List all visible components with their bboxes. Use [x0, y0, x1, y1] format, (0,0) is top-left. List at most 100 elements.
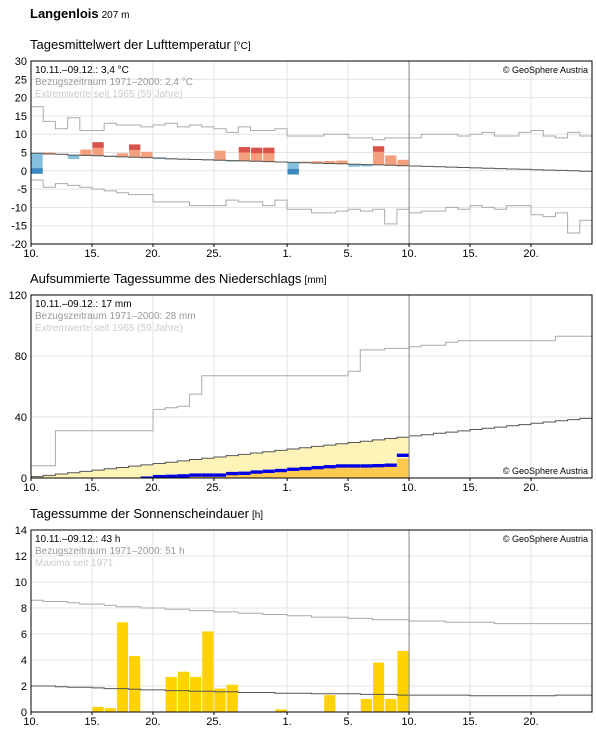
precip-fill-bar — [311, 467, 324, 478]
sunshine-bar — [397, 650, 409, 712]
x-tick-label: 20. — [145, 248, 160, 260]
y-tick-label: 0 — [21, 707, 27, 719]
y-tick-label: 40 — [15, 412, 27, 424]
temp-reference-line — [31, 152, 592, 172]
y-tick-label: 6 — [21, 629, 27, 641]
plot-frame — [30, 529, 593, 713]
y-tick-label: 0 — [21, 166, 27, 178]
y-tick-label: 30 — [15, 56, 27, 68]
x-tick-label: 15. — [84, 482, 99, 494]
sunshine-bar — [165, 676, 177, 712]
sunshine-bar — [116, 622, 129, 712]
precip-actual-step — [335, 464, 349, 468]
precip-actual-step — [372, 463, 385, 468]
precip-actual-step — [165, 474, 178, 478]
precip-fill-bar — [360, 465, 373, 478]
sunshine-bar — [190, 676, 202, 712]
sunshine-bar — [177, 671, 190, 712]
y-tick-label: 25 — [15, 74, 27, 86]
temp-extreme-cap — [287, 168, 299, 175]
x-tick-label: 25. — [206, 716, 221, 728]
station-header: Langenlois 207 m — [30, 6, 129, 21]
x-tick-label: 20. — [145, 482, 160, 494]
y-tick-label: 10 — [15, 577, 27, 589]
sunshine-bar — [372, 662, 385, 712]
temp-anomaly-bar — [360, 164, 372, 167]
temp-anomaly-bar — [348, 164, 360, 167]
precip-actual-step — [274, 468, 288, 473]
y-tick-label: -5 — [17, 184, 27, 196]
x-tick-label: 5. — [343, 248, 352, 260]
sunshine-bar — [226, 684, 238, 712]
temp-anomaly-bar — [214, 150, 226, 161]
info-extremes: Maxima seit 1971 — [35, 558, 114, 569]
precip-reference-band — [177, 460, 190, 478]
y-tick-label: 12 — [15, 551, 27, 563]
temp-anomaly-bar — [299, 161, 311, 163]
y-tick-label: 14 — [15, 525, 27, 537]
sunshine-bar — [202, 631, 214, 712]
sunshine-bar — [385, 699, 397, 712]
sunshine-bar — [324, 695, 336, 712]
y-tick-label: 2 — [21, 681, 27, 693]
precip-actual-step — [226, 471, 239, 476]
precip-fill-bar — [372, 464, 385, 478]
x-tick-label: 10. — [23, 248, 38, 260]
x-tick-label: 10. — [401, 716, 416, 728]
temp-anomaly-bar — [251, 147, 263, 162]
info-reference: Bezugszeitraum 1971–2000: 2,4 °C — [35, 77, 193, 88]
x-tick-label: 1. — [283, 482, 292, 494]
copyright-text: © GeoSphere Austria — [503, 466, 588, 476]
sun-chart-title: Tagessumme der Sonnenscheindauer [h] — [30, 506, 263, 521]
y-tick-label: 20 — [15, 93, 27, 105]
y-tick-label: -10 — [11, 202, 27, 214]
sunshine-bar — [129, 656, 141, 712]
precip-chart-title: Aufsummierte Tagessumme des Niederschlag… — [30, 271, 327, 286]
precip-actual-step — [323, 465, 337, 469]
copyright-text: © GeoSphere Austria — [503, 65, 588, 75]
x-tick-label: 10. — [401, 482, 416, 494]
x-tick-label: 20. — [523, 248, 538, 260]
temp-unit: [°C] — [233, 41, 251, 52]
sunshine-bar — [92, 706, 104, 712]
sun-title-text: Tagessumme der Sonnenscheindauer — [30, 506, 249, 521]
sunshine-bar — [104, 708, 116, 712]
temp-anomaly-bar — [397, 159, 409, 166]
temp-anomaly-bar — [238, 147, 251, 161]
precip-reference-band — [189, 459, 203, 478]
precip-reference-band — [165, 462, 178, 478]
precip-fill-bar — [274, 469, 288, 478]
precip-actual-step — [140, 476, 154, 478]
temp-anomaly-bar — [31, 153, 43, 174]
precip-unit: [mm] — [304, 275, 327, 286]
temp-anomaly-bar — [263, 147, 275, 162]
x-tick-label: 5. — [343, 482, 352, 494]
temp-anomaly-bar — [43, 152, 55, 154]
y-tick-label: -20 — [11, 239, 27, 251]
precip-fill-bar — [384, 464, 398, 478]
sunshine-bar — [275, 709, 287, 712]
temp-anomaly-bar — [287, 162, 299, 175]
x-tick-label: 10. — [23, 716, 38, 728]
precip-fill-bar — [348, 465, 361, 478]
precip-reference-band — [116, 467, 129, 478]
temp-anomaly-bar — [68, 155, 80, 160]
x-tick-label: 15. — [462, 482, 477, 494]
precip-actual-step — [299, 466, 312, 471]
temp-min-line — [31, 179, 592, 234]
precip-reference-band — [55, 474, 68, 478]
precip-actual-step — [177, 474, 190, 478]
y-tick-label: -15 — [11, 221, 27, 233]
precip-actual-step — [250, 470, 264, 474]
precip-reference-band — [104, 468, 117, 478]
temp-extreme-cap — [92, 142, 104, 148]
precip-fill-bar — [335, 465, 349, 478]
precip-fill-bar — [323, 466, 337, 478]
temp-extreme-cap — [31, 168, 43, 174]
precip-actual-step — [360, 464, 373, 468]
temp-extreme-cap — [263, 147, 275, 154]
x-tick-label: 25. — [206, 482, 221, 494]
x-tick-label: 10. — [401, 248, 416, 260]
temp-extreme-cap — [238, 147, 251, 153]
x-tick-label: 15. — [84, 716, 99, 728]
